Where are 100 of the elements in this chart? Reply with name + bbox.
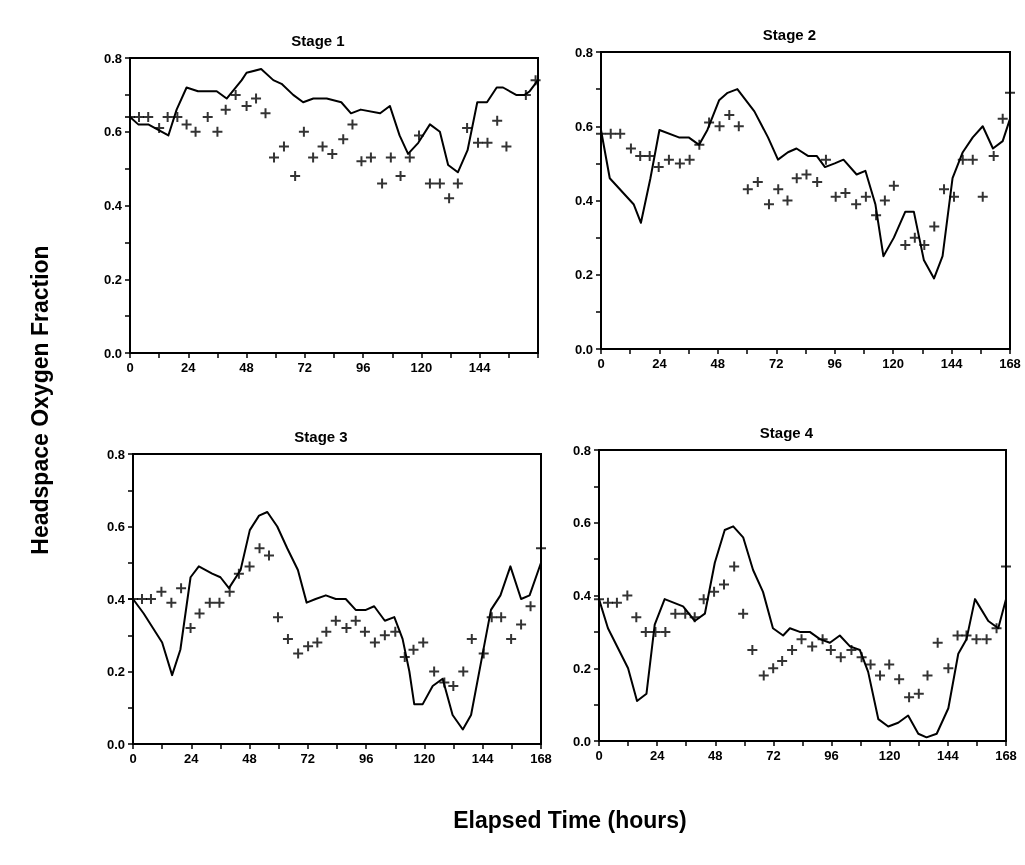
point <box>154 123 165 134</box>
point <box>478 648 489 659</box>
point <box>680 608 691 619</box>
x-tick-label: 72 <box>300 751 316 766</box>
point <box>496 612 507 623</box>
y-tick-label: 0.0 <box>106 736 125 752</box>
point <box>782 195 793 206</box>
point <box>278 141 289 152</box>
point <box>458 666 469 677</box>
point <box>176 583 187 594</box>
point <box>650 626 661 637</box>
point <box>830 191 841 202</box>
point <box>429 666 440 677</box>
point <box>977 191 988 202</box>
point <box>356 156 367 167</box>
point <box>860 191 871 202</box>
x-tick-label: 168 <box>530 751 552 766</box>
point <box>932 637 943 648</box>
point <box>820 154 831 165</box>
point <box>379 630 390 641</box>
point <box>233 568 244 579</box>
point <box>729 561 740 572</box>
point <box>971 634 982 645</box>
x-tick-label: 144 <box>940 356 964 371</box>
point <box>835 652 846 663</box>
point <box>884 659 895 670</box>
point <box>298 126 309 137</box>
x-tick-label: 72 <box>766 748 781 763</box>
point <box>347 119 358 130</box>
point <box>817 634 828 645</box>
point <box>660 626 671 637</box>
y-tick-label: 0.2 <box>103 271 122 287</box>
point <box>290 171 301 181</box>
point <box>424 178 435 189</box>
point <box>615 128 626 139</box>
x-tick-label: 24 <box>184 751 200 766</box>
point <box>961 630 972 641</box>
point <box>909 232 920 243</box>
point <box>943 663 954 674</box>
point <box>492 115 503 126</box>
point <box>752 176 763 187</box>
x-tick-label: 48 <box>710 356 726 371</box>
point <box>162 112 173 122</box>
chart-title: Stage 4 <box>759 424 814 441</box>
y-tick-label: 0.6 <box>103 124 122 140</box>
point <box>133 112 144 122</box>
point <box>875 670 886 681</box>
point <box>136 594 147 604</box>
y-tick-label: 0.6 <box>572 515 591 531</box>
point <box>214 597 225 608</box>
point <box>865 659 876 670</box>
point <box>482 137 493 148</box>
point <box>143 112 154 122</box>
x-tick-label: 120 <box>878 748 901 763</box>
x-tick-label: 144 <box>471 751 495 766</box>
point <box>452 178 463 189</box>
y-tick-label: 0.8 <box>106 446 125 462</box>
point <box>317 141 328 152</box>
x-tick-label: 168 <box>999 356 1021 371</box>
point <box>525 601 536 612</box>
point <box>738 608 749 619</box>
point <box>929 221 940 232</box>
point <box>684 154 695 165</box>
point <box>341 623 352 633</box>
point <box>796 634 807 645</box>
point <box>747 645 758 656</box>
point <box>773 184 784 195</box>
point <box>846 645 857 656</box>
point <box>444 193 455 204</box>
point <box>156 586 167 597</box>
x-tick-label: 144 <box>468 360 492 375</box>
chart-title: Stage 3 <box>294 428 348 445</box>
point <box>377 178 388 189</box>
point <box>981 634 992 645</box>
x-tick-label: 48 <box>242 751 257 766</box>
point <box>894 674 905 685</box>
point <box>888 180 899 191</box>
point <box>631 612 642 623</box>
point <box>625 143 636 154</box>
x-tick-label: 144 <box>937 748 960 763</box>
y-tick-label: 0.4 <box>103 198 123 213</box>
point <box>922 670 933 681</box>
point <box>166 597 177 608</box>
x-tick-label: 72 <box>297 360 313 375</box>
point <box>714 121 725 132</box>
point <box>404 152 415 163</box>
point <box>181 119 192 130</box>
point <box>807 641 818 652</box>
point <box>365 152 376 163</box>
y-tick-label: 0.0 <box>103 345 122 361</box>
point <box>330 615 341 626</box>
point <box>390 626 401 637</box>
y-tick-label: 0.0 <box>572 733 591 749</box>
point <box>185 623 196 633</box>
point <box>949 191 960 202</box>
x-tick-label: 96 <box>358 751 374 766</box>
point <box>622 590 633 601</box>
point <box>145 594 156 604</box>
point <box>791 173 802 184</box>
point <box>663 154 674 165</box>
